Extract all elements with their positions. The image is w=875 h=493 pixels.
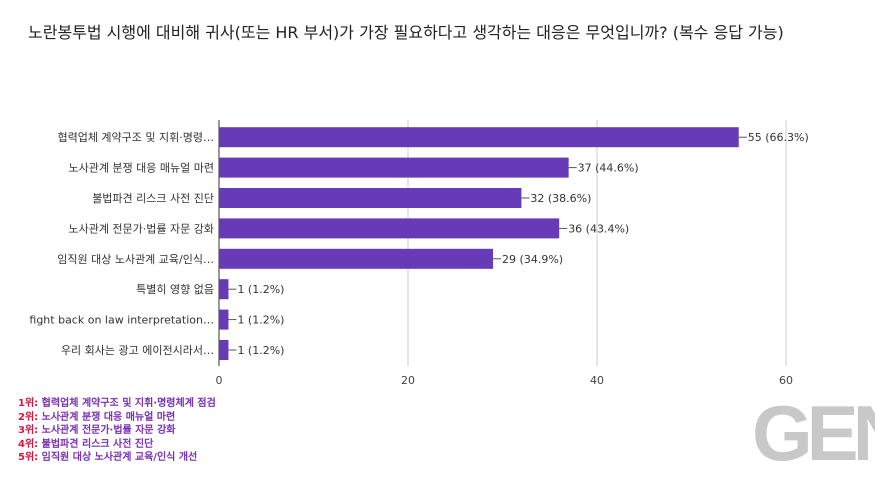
data-label: 1 (1.2%): [237, 314, 284, 327]
category-label: 우리 회사는 광고 에이전시라서…: [61, 344, 214, 357]
category-label: 임직원 대상 노사관계 교육/인식…: [57, 253, 214, 266]
data-label: 29 (34.9%): [502, 253, 563, 266]
category-label: fight back on law interpretation…: [29, 314, 214, 327]
bar: [219, 188, 522, 208]
x-tick-label: 20: [401, 374, 415, 387]
x-tick-label: 60: [779, 374, 793, 387]
note-row: 2위: 노사관계 분쟁 대응 매뉴얼 마련: [18, 411, 216, 425]
note-text: 임직원 대상 노사관계 교육/인식 개선: [41, 452, 198, 463]
data-label: 36 (43.4%): [568, 222, 629, 235]
bar: [219, 248, 494, 269]
data-label: 55 (66.3%): [748, 131, 809, 144]
gen-logo: GEN: [752, 389, 875, 477]
data-label: 32 (38.6%): [530, 192, 591, 205]
category-label: 불법파견 리스크 사전 진단: [92, 192, 214, 205]
note-row: 4위: 불법파견 리스크 사전 진단: [18, 438, 216, 452]
note-rank: 2위:: [18, 411, 39, 423]
data-label: 1 (1.2%): [237, 344, 284, 357]
data-label: 37 (44.6%): [578, 162, 639, 175]
note-row: 3위: 노사관계 전문가·법률 자문 강화: [18, 424, 216, 438]
data-label: 1 (1.2%): [237, 283, 284, 296]
note-text: 불법파견 리스크 사전 진단: [41, 438, 154, 450]
x-tick-label: 40: [590, 374, 604, 387]
bar: [219, 127, 739, 148]
chart-title: 노란봉투법 시행에 대비해 귀사(또는 HR 부서)가 가장 필요하다고 생각하…: [28, 23, 784, 42]
bar: [219, 340, 229, 360]
note-row: 5위: 임직원 대상 노사관계 교육/인식 개선: [18, 451, 216, 465]
bar: [219, 309, 229, 330]
category-label: 특별히 영향 없음: [136, 282, 214, 296]
note-text: 노사관계 분쟁 대응 매뉴얼 마련: [41, 411, 176, 423]
note-rank: 5위:: [18, 452, 39, 463]
note-rank: 3위:: [18, 425, 39, 436]
x-tick-label: 0: [216, 374, 223, 387]
category-label: 협력업체 계약구조 및 지휘·명령…: [57, 130, 214, 144]
note-row: 1위: 협력업체 계약구조 및 지휘·명령체계 점검: [18, 397, 216, 411]
note-rank: 1위:: [18, 398, 39, 409]
category-label: 노사관계 전문가·법률 자문 강화: [68, 222, 214, 235]
bar: [219, 279, 229, 300]
note-text: 협력업체 계약구조 및 지휘·명령체계 점검: [41, 398, 216, 409]
ranking-notes: 1위: 협력업체 계약구조 및 지휘·명령체계 점검 2위: 노사관계 분쟁 대…: [18, 397, 216, 465]
note-text: 노사관계 전문가·법률 자문 강화: [41, 425, 176, 436]
bar: [219, 218, 560, 239]
note-rank: 4위:: [18, 438, 39, 450]
bar: [219, 157, 569, 178]
category-label: 노사관계 분쟁 대응 매뉴얼 마련: [68, 161, 214, 175]
